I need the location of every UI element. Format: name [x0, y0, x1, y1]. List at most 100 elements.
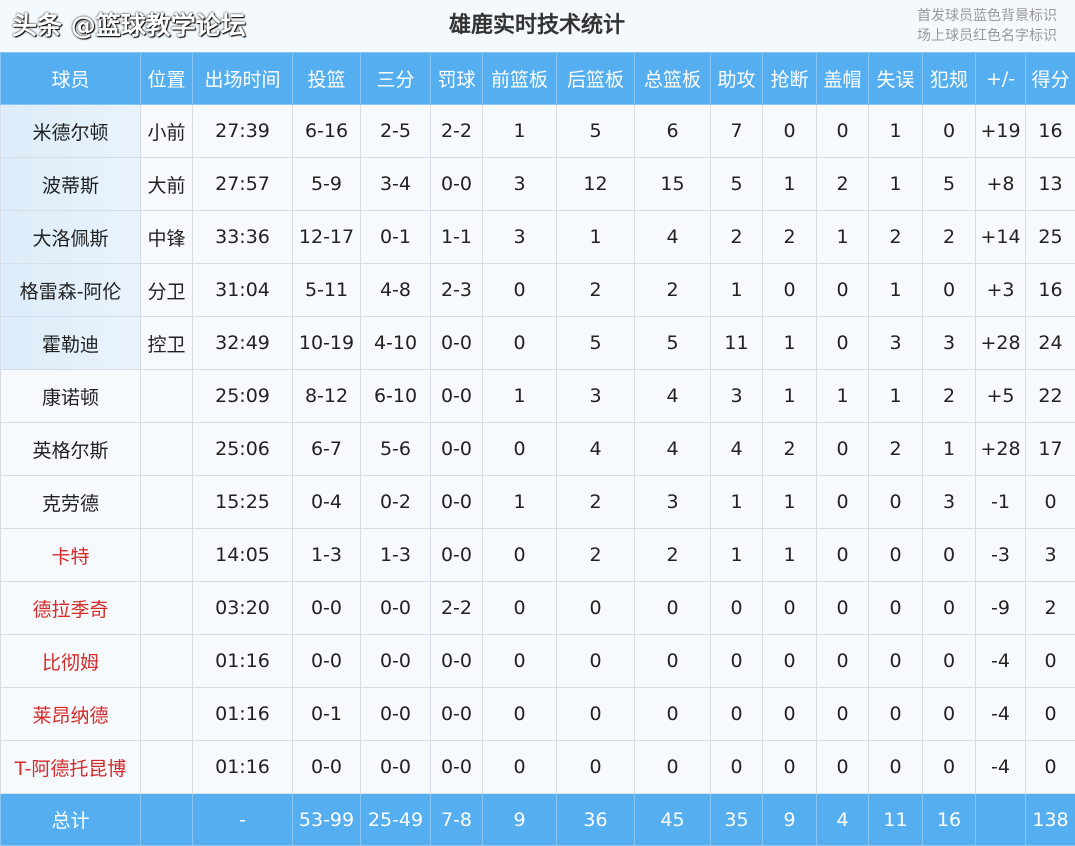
column-header: 投篮 [293, 53, 361, 105]
stat-cell: 5 [557, 105, 635, 158]
stat-cell: 25:06 [193, 423, 293, 476]
stat-cell: 25 [1026, 211, 1075, 264]
stat-cell: 小前 [141, 105, 193, 158]
stat-cell: 2 [557, 529, 635, 582]
stat-cell: 0 [1026, 476, 1075, 529]
total-cell: 53-99 [293, 794, 361, 846]
stat-cell: 4 [557, 423, 635, 476]
stat-cell: 8-12 [293, 370, 361, 423]
stat-cell: 5 [557, 317, 635, 370]
player-name: 大洛佩斯 [1, 211, 141, 264]
stat-cell: 0 [923, 529, 976, 582]
stat-cell: +3 [976, 264, 1026, 317]
stat-cell: 3-4 [361, 158, 431, 211]
total-cell: 36 [557, 794, 635, 846]
stat-cell: 0-0 [431, 370, 483, 423]
stat-cell: 0 [763, 635, 817, 688]
stat-cell: 0 [869, 582, 923, 635]
player-name: 米德尔顿 [1, 105, 141, 158]
stat-cell: 1 [763, 370, 817, 423]
stat-cell: 1 [711, 264, 763, 317]
player-name: 卡特 [1, 529, 141, 582]
stat-cell: 13 [1026, 158, 1075, 211]
player-name: 霍勒迪 [1, 317, 141, 370]
column-header: 前篮板 [483, 53, 557, 105]
stat-cell: 0 [635, 582, 711, 635]
stat-cell: 0 [817, 741, 869, 794]
stat-cell: -3 [976, 529, 1026, 582]
stat-cell: 0 [557, 635, 635, 688]
column-header: 助攻 [711, 53, 763, 105]
column-header: 球员 [1, 53, 141, 105]
stat-cell: 0 [817, 423, 869, 476]
stat-cell: 10-19 [293, 317, 361, 370]
stat-cell: 6-7 [293, 423, 361, 476]
stat-cell: 2-2 [431, 582, 483, 635]
stat-cell: 中锋 [141, 211, 193, 264]
stat-cell: 2 [635, 264, 711, 317]
stat-cell: 5 [711, 158, 763, 211]
stat-cell: 1 [483, 476, 557, 529]
column-header: 失误 [869, 53, 923, 105]
stat-cell [141, 423, 193, 476]
stat-cell: 11 [711, 317, 763, 370]
stat-cell: 0 [817, 317, 869, 370]
stat-cell: 0-0 [431, 158, 483, 211]
stat-cell: 16 [1026, 105, 1075, 158]
stat-cell: 2 [923, 370, 976, 423]
stat-cell: 0 [869, 688, 923, 741]
column-header: 后篮板 [557, 53, 635, 105]
stat-cell: 控卫 [141, 317, 193, 370]
stat-cell: 5 [635, 317, 711, 370]
stat-cell: 1 [711, 529, 763, 582]
stat-cell: 1 [869, 158, 923, 211]
total-cell: 9 [763, 794, 817, 846]
player-name: 英格尔斯 [1, 423, 141, 476]
total-cell [141, 794, 193, 846]
stat-cell: 15:25 [193, 476, 293, 529]
player-name: 波蒂斯 [1, 158, 141, 211]
stat-cell: 0 [923, 635, 976, 688]
total-cell: 16 [923, 794, 976, 846]
stat-cell: 31:04 [193, 264, 293, 317]
stat-cell: 0-4 [293, 476, 361, 529]
page-title: 雄鹿实时技术统计 [437, 0, 637, 52]
stat-cell: 1 [711, 476, 763, 529]
stat-cell: 6 [635, 105, 711, 158]
stat-cell: 0-0 [431, 317, 483, 370]
stat-cell: 2 [557, 264, 635, 317]
stat-cell: 1 [557, 211, 635, 264]
stat-cell: 2 [923, 211, 976, 264]
stats-table: 球员位置出场时间投篮三分罚球前篮板后篮板总篮板助攻抢断盖帽失误犯规+/-得分 米… [0, 52, 1075, 846]
stat-cell: 0 [923, 741, 976, 794]
stat-cell: +8 [976, 158, 1026, 211]
stat-cell: 0 [763, 582, 817, 635]
stat-cell: 0-0 [431, 476, 483, 529]
stat-cell: 6-16 [293, 105, 361, 158]
stat-cell: 0-0 [361, 635, 431, 688]
stat-cell: 0 [1026, 635, 1075, 688]
player-name: 莱昂纳德 [1, 688, 141, 741]
stat-cell: 0-0 [361, 688, 431, 741]
stat-cell: 17 [1026, 423, 1075, 476]
stat-cell [141, 635, 193, 688]
stat-cell: 2 [763, 423, 817, 476]
stat-cell: 0 [869, 529, 923, 582]
stat-cell: 2 [1026, 582, 1075, 635]
stat-cell: 1 [483, 370, 557, 423]
stat-cell: 0 [557, 688, 635, 741]
stat-cell: -4 [976, 741, 1026, 794]
stat-cell: 3 [557, 370, 635, 423]
stat-cell: 0 [817, 635, 869, 688]
stat-cell: 1 [763, 158, 817, 211]
stat-cell: 0 [869, 476, 923, 529]
stat-cell: 0 [483, 582, 557, 635]
stat-cell: 0 [923, 688, 976, 741]
stat-cell: 4-8 [361, 264, 431, 317]
stat-cell: 1 [923, 423, 976, 476]
stat-cell: 3 [1026, 529, 1075, 582]
